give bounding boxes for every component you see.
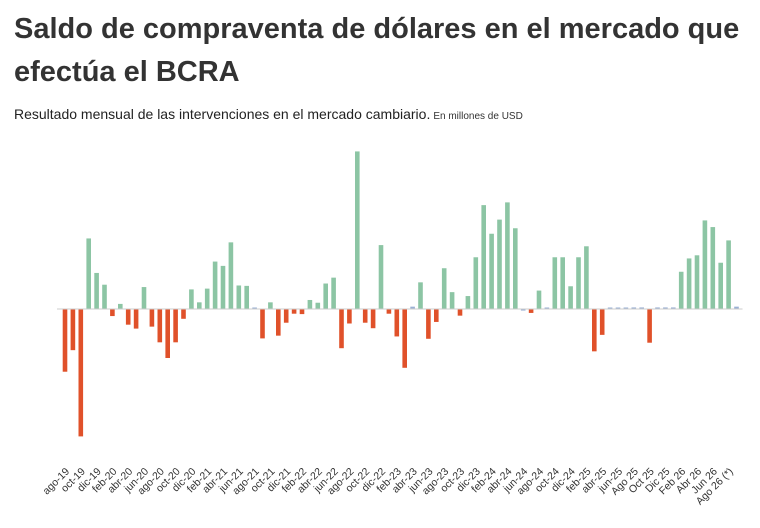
bar-jul-20 — [149, 309, 155, 327]
bar-Jul 26 — [718, 262, 723, 309]
bar-Ago 26 (*) — [726, 240, 731, 309]
bar-feb-24 — [489, 233, 494, 309]
bar-may-20 — [133, 309, 139, 329]
bar-may-21 — [228, 242, 234, 309]
bar-oct-24 — [552, 257, 558, 309]
bar-ago-20 — [157, 309, 163, 343]
bar-nov-20 — [181, 309, 186, 319]
bar-ene-24 — [481, 205, 486, 309]
bar-undefined — [734, 306, 739, 309]
bar-mar-24 — [497, 219, 502, 309]
bar-feb-23 — [394, 309, 400, 337]
bar-Mar 26 — [686, 258, 692, 309]
bar-ago-19 — [62, 309, 68, 372]
bar-dic-24 — [568, 286, 573, 309]
bar-ago-21 — [252, 307, 257, 309]
bar-feb-22 — [299, 309, 305, 315]
bar-Abr 26 — [694, 255, 700, 309]
bar-Feb 26 — [678, 271, 684, 309]
subtitle-text: Resultado mensual de las intervenciones … — [14, 106, 431, 122]
bar-sep-21 — [260, 309, 265, 339]
bar-dic-20 — [189, 289, 194, 309]
bar-dic-19 — [94, 272, 99, 309]
bar-mar-20 — [118, 303, 123, 309]
bar-feb-20 — [110, 309, 115, 317]
bar-oct-22 — [362, 309, 368, 323]
bar-ene-22 — [291, 309, 297, 314]
bar-may-25 — [607, 307, 613, 309]
bar-oct-23 — [457, 309, 463, 316]
bar-abr-25 — [599, 309, 605, 335]
bar-jul-22 — [339, 309, 344, 349]
bar-sep-19 — [70, 309, 76, 351]
bar-ago-25 — [631, 307, 637, 309]
bar-nov-22 — [370, 309, 376, 329]
units-note: En millones de USD — [433, 111, 523, 122]
bar-jun-20 — [141, 287, 147, 309]
bar-jul-23 — [434, 309, 439, 322]
bar-may-22 — [323, 283, 328, 309]
bar-feb-21 — [204, 288, 210, 309]
bar-sep-20 — [165, 309, 170, 358]
bar-nov-19 — [86, 238, 91, 309]
bar-mar-22 — [307, 299, 313, 309]
bar-nov-21 — [276, 309, 281, 336]
bar-jun-23 — [426, 309, 431, 339]
bar-ago-22 — [347, 309, 352, 324]
bar-dic-23 — [473, 257, 479, 309]
bar-abr-20 — [125, 309, 131, 325]
bar-oct-19 — [78, 309, 84, 437]
bar-oct-20 — [173, 309, 178, 343]
bar-sep-25 — [639, 307, 644, 309]
bar-mar-25 — [592, 309, 597, 352]
bar-jun-24 — [520, 309, 526, 311]
bar-ene-21 — [197, 302, 202, 309]
bar-jun-25 — [615, 307, 621, 309]
bar-Oct 25 — [647, 309, 652, 343]
chart-title: Saldo de compraventa de dólares en el me… — [14, 13, 740, 88]
bar-nov-24 — [560, 257, 565, 309]
bar-sep-23 — [449, 292, 455, 309]
bar-nov-23 — [465, 296, 471, 309]
bars-group — [62, 151, 739, 437]
bar-may-23 — [418, 282, 423, 309]
bar-jul-21 — [244, 285, 249, 309]
bar-jun-21 — [236, 285, 242, 309]
bar-abr-24 — [505, 202, 510, 309]
bar-mar-23 — [402, 309, 407, 368]
bar-May 26 — [702, 220, 708, 309]
bar-Ene 26 — [671, 307, 676, 309]
bar-dic-22 — [378, 245, 384, 309]
bar-ene-25 — [576, 257, 581, 309]
bar-Jun 26 — [710, 227, 716, 309]
bar-abr-23 — [410, 306, 415, 309]
bar-jul-25 — [623, 307, 629, 309]
bar-feb-25 — [584, 246, 589, 309]
bar-dic-21 — [283, 309, 289, 323]
bar-ago-24 — [536, 290, 542, 309]
bar-abr-21 — [220, 265, 226, 309]
chart-subtitle: Resultado mensual de las intervenciones … — [14, 106, 523, 122]
bar-abr-22 — [315, 302, 321, 309]
bar-jul-24 — [528, 309, 534, 313]
bar-may-24 — [513, 228, 518, 309]
bar-ago-23 — [441, 268, 447, 309]
x-tick-labels: ago-19oct-19dic-19feb-20abr-20jun-20ago-… — [41, 466, 736, 508]
bar-sep-24 — [544, 307, 550, 309]
bar-Nov 25 — [655, 307, 660, 309]
bar-sep-22 — [355, 151, 360, 309]
bar-Dic 25 — [663, 307, 668, 309]
bar-mar-21 — [212, 261, 218, 309]
bar-ene-23 — [386, 309, 392, 314]
bar-jun-22 — [331, 277, 336, 309]
bar-ene-20 — [102, 284, 107, 309]
bar-oct-21 — [268, 302, 273, 309]
